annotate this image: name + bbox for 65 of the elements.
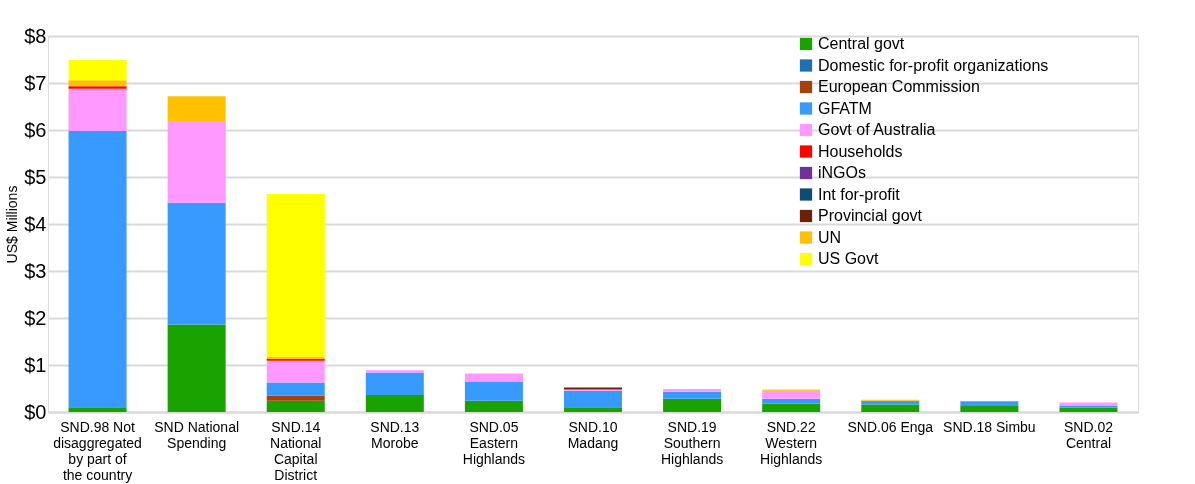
y-tick-label: $8: [24, 24, 47, 47]
bar: [960, 401, 1019, 406]
y-axis-title: US$ Millions: [4, 185, 21, 264]
bar: [266, 395, 325, 401]
bar: [464, 381, 523, 401]
bar: [365, 370, 424, 373]
x-tick-label: SND.14 National Capital District: [270, 418, 322, 483]
legend-label: GFATM: [818, 99, 872, 117]
x-tick-label: SND.18 Simbu: [943, 418, 1036, 435]
bar: [167, 96, 226, 122]
bar: [960, 405, 1019, 412]
bar: [1059, 407, 1118, 412]
bar: [266, 382, 325, 396]
legend-label: Domestic for-profit organizations: [818, 56, 1049, 74]
bar: [68, 88, 127, 131]
bar: [762, 403, 821, 412]
bar: [266, 193, 325, 358]
x-tick-label: SND.19 Southern Highlands: [660, 418, 724, 467]
x-tick-label: SND.10 Madang: [567, 418, 619, 451]
bar: [663, 391, 722, 399]
bar: [564, 390, 622, 408]
y-tick-label: $4: [24, 212, 47, 235]
bar: [266, 360, 325, 383]
x-tick-label: SND.13 Morobe: [370, 418, 420, 451]
bar: [464, 373, 523, 382]
bar: [68, 59, 127, 81]
bar: [68, 407, 127, 412]
bar: [167, 202, 226, 325]
bar: [68, 86, 127, 89]
bar: [68, 80, 127, 87]
x-tick-label: SND National Spending: [154, 418, 240, 451]
bar: [167, 324, 226, 412]
x-tick-label: SND.02 Central: [1063, 418, 1114, 451]
legend-label: UN: [818, 228, 842, 246]
bar: [167, 121, 226, 203]
bar: [663, 388, 722, 392]
y-tick-label: $5: [24, 165, 47, 188]
x-tick-label: SND.05 Eastern Highlands: [462, 418, 526, 467]
legend-label: US Govt: [818, 250, 880, 267]
legend-label: iNGOs: [818, 164, 866, 181]
y-tick-label: $3: [24, 259, 47, 282]
legend-label: Int for-profit: [818, 185, 901, 203]
legend-label: Central govt: [818, 35, 905, 52]
y-tick-label: $6: [24, 118, 47, 141]
bar: [762, 398, 821, 404]
bar: [861, 404, 920, 412]
x-tick-label: SND.22 Western Highlands: [760, 418, 823, 467]
legend-label: Govt of Australia: [818, 121, 936, 138]
y-tick-label: $7: [24, 71, 47, 94]
bar: [663, 398, 722, 412]
y-tick-label: $1: [24, 353, 47, 376]
bar: [365, 372, 424, 396]
y-tick-label: $2: [24, 306, 47, 329]
bar: [266, 400, 325, 412]
x-tick-label: SND.06 Enga: [847, 418, 934, 435]
bar: [564, 407, 622, 412]
bar: [68, 130, 127, 408]
bar: [464, 400, 523, 412]
legend-label: European Commission: [818, 78, 980, 95]
legend-label: Households: [818, 142, 903, 160]
bar: [762, 390, 821, 399]
x-tick-label: SND.98 Not disaggregated by part of the country: [53, 418, 142, 483]
legend-label: Provincial govt: [818, 207, 923, 224]
y-tick-label: $0: [24, 400, 47, 423]
bar: [365, 395, 424, 412]
